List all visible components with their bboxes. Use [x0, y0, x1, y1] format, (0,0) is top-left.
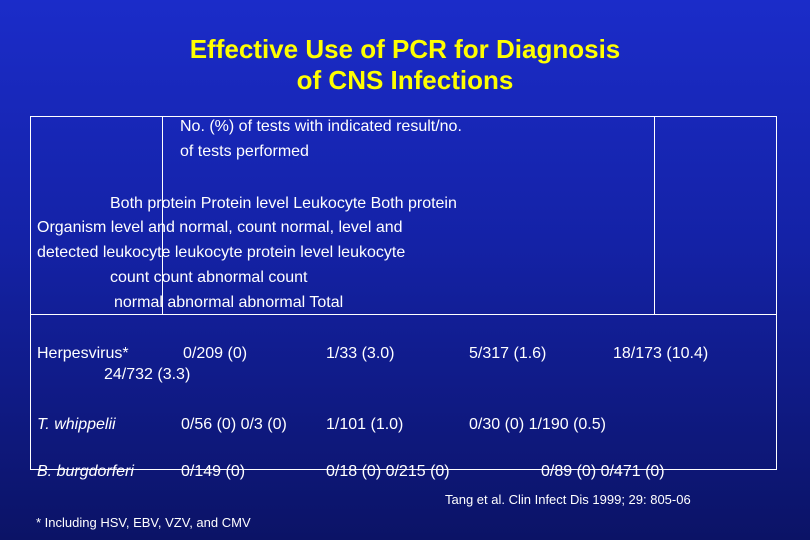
- row-organism: T. whippelii: [37, 416, 116, 433]
- title-line-2: of CNS Infections: [296, 65, 514, 95]
- table-cell: 0/209 (0): [183, 345, 248, 362]
- table-cell: 1/101 (1.0): [326, 416, 404, 433]
- table-cell: 0/30 (0) 1/190 (0.5): [469, 416, 606, 433]
- column-header-line: count count abnormal count: [110, 269, 308, 286]
- column-header-line: normal abnormal abnormal Total: [114, 294, 344, 311]
- table-cell: 1/33 (3.0): [326, 345, 395, 362]
- header-separator: [30, 314, 777, 315]
- table-cell: 5/317 (1.6): [469, 345, 547, 362]
- row-organism: Herpesvirus*: [37, 345, 129, 362]
- table-divider-right: [654, 116, 655, 314]
- row-organism: B. burgdorferi: [37, 463, 134, 480]
- column-header-line: Organism level and normal, count normal,…: [37, 219, 403, 236]
- table-frame: [30, 116, 777, 470]
- table-divider-left: [162, 116, 163, 314]
- group-header-line-1: No. (%) of tests with indicated result/n…: [180, 118, 462, 135]
- table-cell: 0/89 (0) 0/471 (0): [541, 463, 665, 480]
- footnote: * Including HSV, EBV, VZV, and CMV: [36, 515, 251, 530]
- column-header-line: Both protein Protein level Leukocyte Bot…: [110, 195, 457, 212]
- slide-title: Effective Use of PCR for Diagnosis of CN…: [0, 34, 810, 96]
- group-header-line-2: of tests performed: [180, 143, 309, 160]
- table-cell: 0/56 (0) 0/3 (0): [181, 416, 287, 433]
- column-header-line: detected leukocyte leukocyte protein lev…: [37, 244, 406, 261]
- citation: Tang et al. Clin Infect Dis 1999; 29: 80…: [445, 492, 691, 507]
- table-cell: 0/149 (0): [181, 463, 246, 480]
- table-cell: 0/18 (0) 0/215 (0): [326, 463, 450, 480]
- table-cell: 18/173 (10.4): [613, 345, 709, 362]
- row-total: 24/732 (3.3): [104, 366, 191, 383]
- title-line-1: Effective Use of PCR for Diagnosis: [189, 34, 621, 64]
